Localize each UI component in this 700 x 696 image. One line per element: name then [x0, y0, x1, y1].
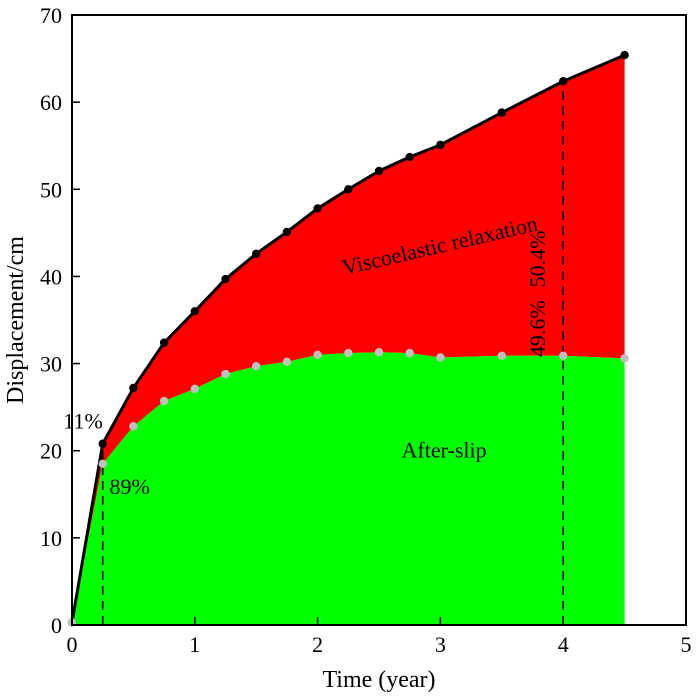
- annotation-text: 89%: [110, 474, 150, 499]
- x-tick-label: 2: [312, 632, 323, 657]
- x-tick-label: 4: [558, 632, 569, 657]
- viscoelastic-point: [405, 152, 414, 162]
- series-lines: [70, 53, 626, 623]
- viscoelastic-area: [72, 55, 625, 623]
- viscoelastic-point: [221, 274, 230, 284]
- viscoelastic-point: [98, 439, 107, 448]
- after-slip-point: [98, 459, 107, 468]
- plot-frame: [71, 14, 687, 626]
- viscoelastic-point: [282, 227, 292, 237]
- y-tick-label: 20: [40, 439, 62, 464]
- y-tick-label: 50: [40, 177, 62, 202]
- after-slip-point: [221, 369, 230, 379]
- after-slip-point: [374, 348, 384, 357]
- after-slip-point: [129, 422, 138, 431]
- y-tick-label: 40: [40, 264, 62, 289]
- after-slip-point: [436, 353, 445, 362]
- y-tick-label: 0: [51, 613, 62, 638]
- after-slip-point: [190, 384, 199, 394]
- annotation-text: 49.6%: [525, 300, 550, 357]
- viscoelastic-point: [159, 338, 169, 347]
- viscoelastic-point: [129, 383, 138, 393]
- annotation-text: After-slip: [402, 438, 487, 463]
- y-tick-label: 60: [40, 90, 62, 115]
- viscoelastic-point: [559, 77, 568, 86]
- viscoelastic-point: [313, 204, 322, 213]
- after-slip-point: [497, 351, 506, 360]
- x-tick-label: 0: [67, 632, 78, 657]
- y-tick-label: 30: [40, 352, 62, 377]
- after-slip-point: [282, 357, 292, 367]
- series-markers: [67, 50, 629, 627]
- y-tick-label: 10: [40, 526, 62, 551]
- after-slip-point: [344, 348, 353, 358]
- viscoelastic-point: [344, 185, 353, 194]
- x-tick-label: 5: [681, 632, 692, 657]
- x-tick-label: 3: [435, 632, 446, 657]
- annotation-text: 11%: [63, 409, 103, 434]
- viscoelastic-point: [436, 140, 445, 150]
- area-fills: [72, 55, 625, 625]
- after-slip-point: [559, 351, 568, 360]
- after-slip-point: [159, 396, 169, 406]
- viscoelastic-point: [252, 249, 261, 258]
- y-axis-label: Displacement/cm: [3, 236, 29, 404]
- after-slip-point: [620, 354, 629, 363]
- viscoelastic-line: [70, 53, 626, 623]
- after-slip-point: [313, 350, 322, 360]
- after-slip-area: [72, 352, 625, 625]
- viscoelastic-point: [497, 108, 506, 117]
- annotation-text: 50.4%: [525, 231, 550, 288]
- x-tick-label: 1: [189, 632, 200, 657]
- viscoelastic-point: [620, 50, 629, 60]
- viscoelastic-point: [190, 307, 199, 316]
- y-tick-label: 70: [40, 3, 62, 28]
- after-slip-point: [405, 348, 414, 358]
- viscoelastic-point: [374, 166, 384, 176]
- x-axis-label: Time (year): [322, 667, 435, 693]
- after-slip-point: [252, 361, 261, 371]
